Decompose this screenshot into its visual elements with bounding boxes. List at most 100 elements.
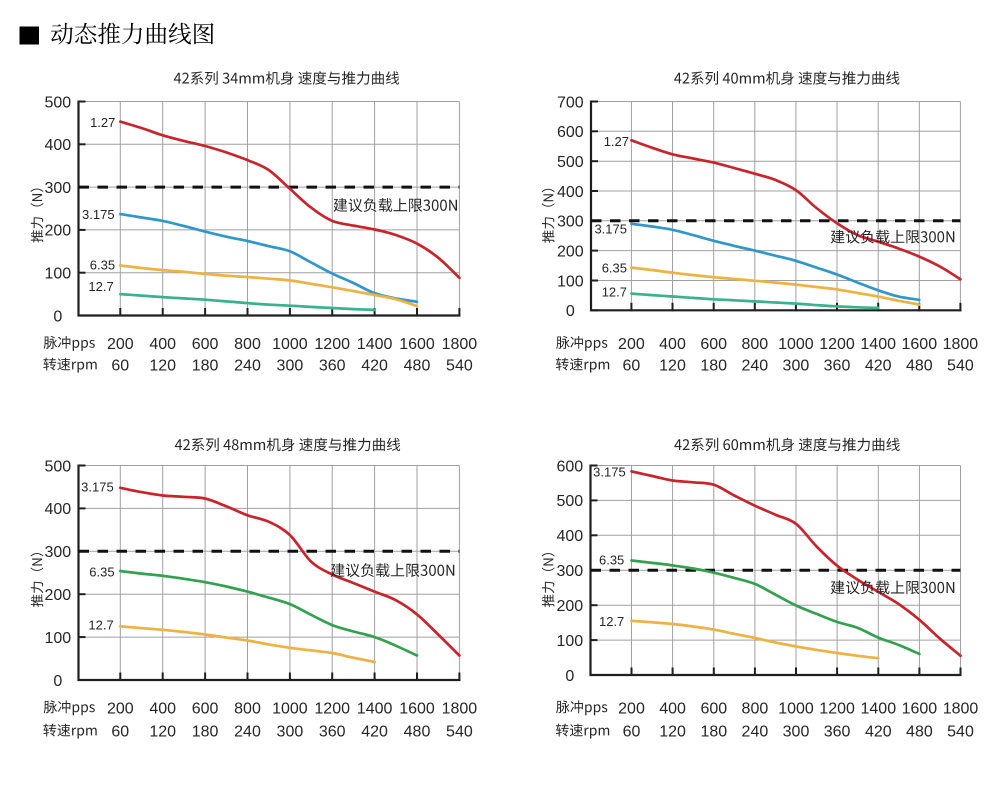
svg-text:1600: 1600 (902, 336, 938, 353)
svg-text:200: 200 (44, 223, 71, 240)
svg-text:300: 300 (783, 724, 810, 741)
svg-text:700: 700 (557, 94, 584, 111)
svg-text:400: 400 (659, 336, 686, 353)
svg-text:800: 800 (742, 700, 769, 717)
svg-text:12.7: 12.7 (599, 614, 624, 629)
svg-text:1000: 1000 (778, 700, 814, 717)
svg-text:400: 400 (44, 501, 71, 518)
svg-text:1200: 1200 (314, 336, 350, 353)
svg-text:1200: 1200 (819, 700, 855, 717)
svg-text:60: 60 (623, 724, 641, 741)
svg-text:300: 300 (556, 563, 583, 580)
svg-text:0: 0 (566, 303, 575, 320)
svg-text:60: 60 (111, 358, 129, 375)
svg-text:420: 420 (865, 724, 892, 741)
svg-text:480: 480 (404, 358, 431, 375)
svg-text:1600: 1600 (399, 700, 435, 717)
svg-text:200: 200 (107, 336, 134, 353)
svg-text:6.35: 6.35 (599, 553, 624, 568)
svg-text:6.35: 6.35 (90, 258, 115, 273)
svg-text:540: 540 (446, 724, 473, 741)
svg-text:540: 540 (947, 724, 974, 741)
svg-text:400: 400 (557, 184, 584, 201)
svg-text:3.175: 3.175 (593, 465, 626, 480)
svg-text:120: 120 (149, 724, 176, 741)
svg-text:180: 180 (192, 358, 219, 375)
svg-text:1600: 1600 (902, 700, 938, 717)
svg-text:180: 180 (192, 724, 219, 741)
svg-text:500: 500 (556, 493, 583, 510)
svg-text:0: 0 (53, 673, 62, 690)
svg-text:300: 300 (277, 724, 304, 741)
svg-text:1400: 1400 (861, 700, 897, 717)
svg-text:400: 400 (149, 700, 176, 717)
svg-text:0: 0 (565, 668, 574, 685)
svg-text:500: 500 (44, 458, 71, 475)
svg-text:3.175: 3.175 (82, 207, 115, 222)
svg-text:300: 300 (44, 180, 71, 197)
svg-text:100: 100 (44, 630, 71, 647)
svg-text:240: 240 (741, 358, 768, 375)
svg-text:400: 400 (149, 336, 176, 353)
svg-text:400: 400 (659, 700, 686, 717)
svg-text:400: 400 (556, 528, 583, 545)
svg-text:60: 60 (111, 724, 129, 741)
svg-text:800: 800 (234, 700, 261, 717)
svg-text:500: 500 (557, 154, 584, 171)
svg-text:12.7: 12.7 (602, 285, 627, 300)
svg-text:420: 420 (361, 358, 388, 375)
svg-text:3.175: 3.175 (594, 222, 627, 237)
svg-text:200: 200 (618, 700, 645, 717)
svg-text:600: 600 (557, 124, 584, 141)
svg-text:200: 200 (556, 598, 583, 615)
svg-text:300: 300 (277, 358, 304, 375)
svg-text:6.35: 6.35 (602, 261, 627, 276)
svg-text:1000: 1000 (272, 336, 308, 353)
svg-text:1800: 1800 (943, 336, 979, 353)
svg-text:240: 240 (234, 358, 261, 375)
svg-text:1800: 1800 (442, 700, 478, 717)
svg-text:1800: 1800 (943, 700, 979, 717)
svg-text:12.7: 12.7 (88, 618, 113, 633)
svg-text:600: 600 (556, 458, 583, 475)
svg-text:480: 480 (906, 724, 933, 741)
svg-text:1200: 1200 (819, 336, 855, 353)
svg-text:360: 360 (319, 724, 346, 741)
svg-text:480: 480 (404, 724, 431, 741)
svg-text:600: 600 (192, 336, 219, 353)
svg-text:480: 480 (906, 358, 933, 375)
svg-text:1.27: 1.27 (90, 115, 115, 130)
svg-text:600: 600 (700, 700, 727, 717)
svg-text:60: 60 (623, 358, 641, 375)
svg-text:0: 0 (53, 308, 62, 325)
svg-text:600: 600 (192, 700, 219, 717)
svg-text:100: 100 (44, 266, 71, 283)
svg-text:540: 540 (947, 358, 974, 375)
svg-text:1000: 1000 (778, 336, 814, 353)
svg-text:3.175: 3.175 (81, 480, 114, 495)
svg-text:1000: 1000 (272, 700, 308, 717)
svg-text:1200: 1200 (314, 700, 350, 717)
svg-text:360: 360 (319, 358, 346, 375)
svg-text:200: 200 (44, 587, 71, 604)
svg-text:200: 200 (557, 243, 584, 260)
svg-text:240: 240 (742, 724, 769, 741)
svg-text:300: 300 (44, 544, 71, 561)
svg-text:300: 300 (783, 358, 810, 375)
svg-text:120: 120 (149, 358, 176, 375)
svg-text:540: 540 (446, 358, 473, 375)
svg-text:1400: 1400 (357, 336, 393, 353)
svg-text:600: 600 (700, 336, 727, 353)
svg-text:300: 300 (557, 214, 584, 231)
svg-text:200: 200 (618, 336, 645, 353)
svg-text:420: 420 (865, 358, 892, 375)
svg-text:360: 360 (824, 724, 851, 741)
svg-text:800: 800 (741, 336, 768, 353)
svg-text:1.27: 1.27 (604, 134, 629, 149)
svg-text:500: 500 (44, 94, 71, 111)
svg-text:200: 200 (107, 700, 134, 717)
svg-text:800: 800 (234, 336, 261, 353)
svg-text:120: 120 (659, 724, 686, 741)
svg-text:360: 360 (824, 358, 851, 375)
svg-text:1600: 1600 (399, 336, 435, 353)
